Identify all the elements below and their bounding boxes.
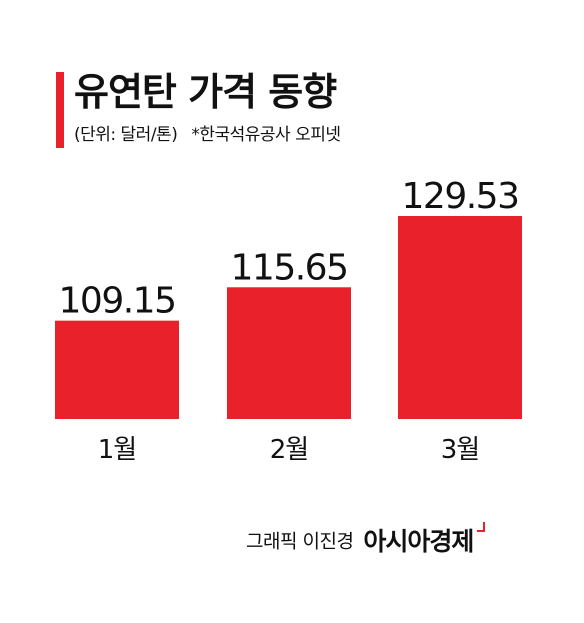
category-label-2: 2월: [270, 435, 308, 465]
subtitle-row: (단위: 달러/톤) *한국석유공사 오피넷: [74, 124, 341, 146]
brand-logo: 아시아경제: [363, 526, 474, 556]
title-accent-bar: [56, 72, 64, 148]
category-label-1: 1월: [98, 435, 136, 465]
value-label-3: 129.53: [402, 176, 519, 217]
category-labels-group: 1월 2월 3월: [98, 435, 480, 465]
unit-note: (단위: 달러/톤): [74, 125, 178, 145]
bar-2: [227, 287, 351, 419]
credit-line: 그래픽 이진경 아시아경제: [246, 522, 486, 557]
chart-title: 유연탄 가격 동향: [74, 70, 337, 114]
value-labels-group: 109.15 115.65 129.53: [59, 176, 520, 322]
graphic-credit: 그래픽 이진경: [246, 530, 354, 553]
value-label-1: 109.15: [59, 281, 176, 322]
bar-3: [398, 216, 522, 419]
category-label-3: 3월: [441, 435, 479, 465]
bar-1: [55, 320, 179, 419]
bars-group: [55, 216, 522, 419]
brand-mark-icon: [477, 522, 486, 532]
value-label-2: 115.65: [231, 247, 348, 288]
source-note: *한국석유공사 오피넷: [191, 125, 341, 145]
